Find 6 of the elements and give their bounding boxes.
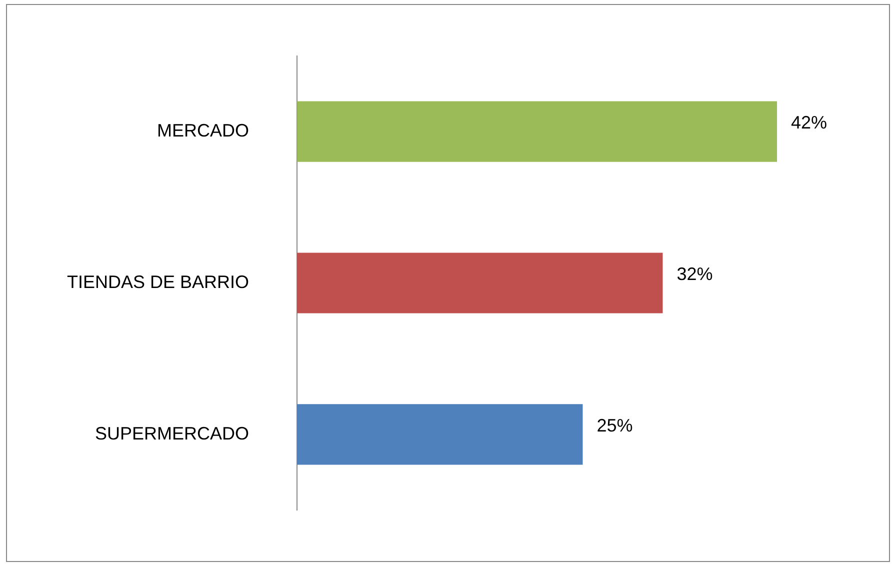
y-tick-label: MERCADO xyxy=(157,120,250,140)
data-label: 42% xyxy=(791,112,828,132)
data-label: 25% xyxy=(596,415,633,436)
y-tick-label: SUPERMERCADO xyxy=(95,423,250,444)
y-tick-label: TIENDAS DE BARRIO xyxy=(67,272,250,292)
data-label: 32% xyxy=(676,264,713,284)
